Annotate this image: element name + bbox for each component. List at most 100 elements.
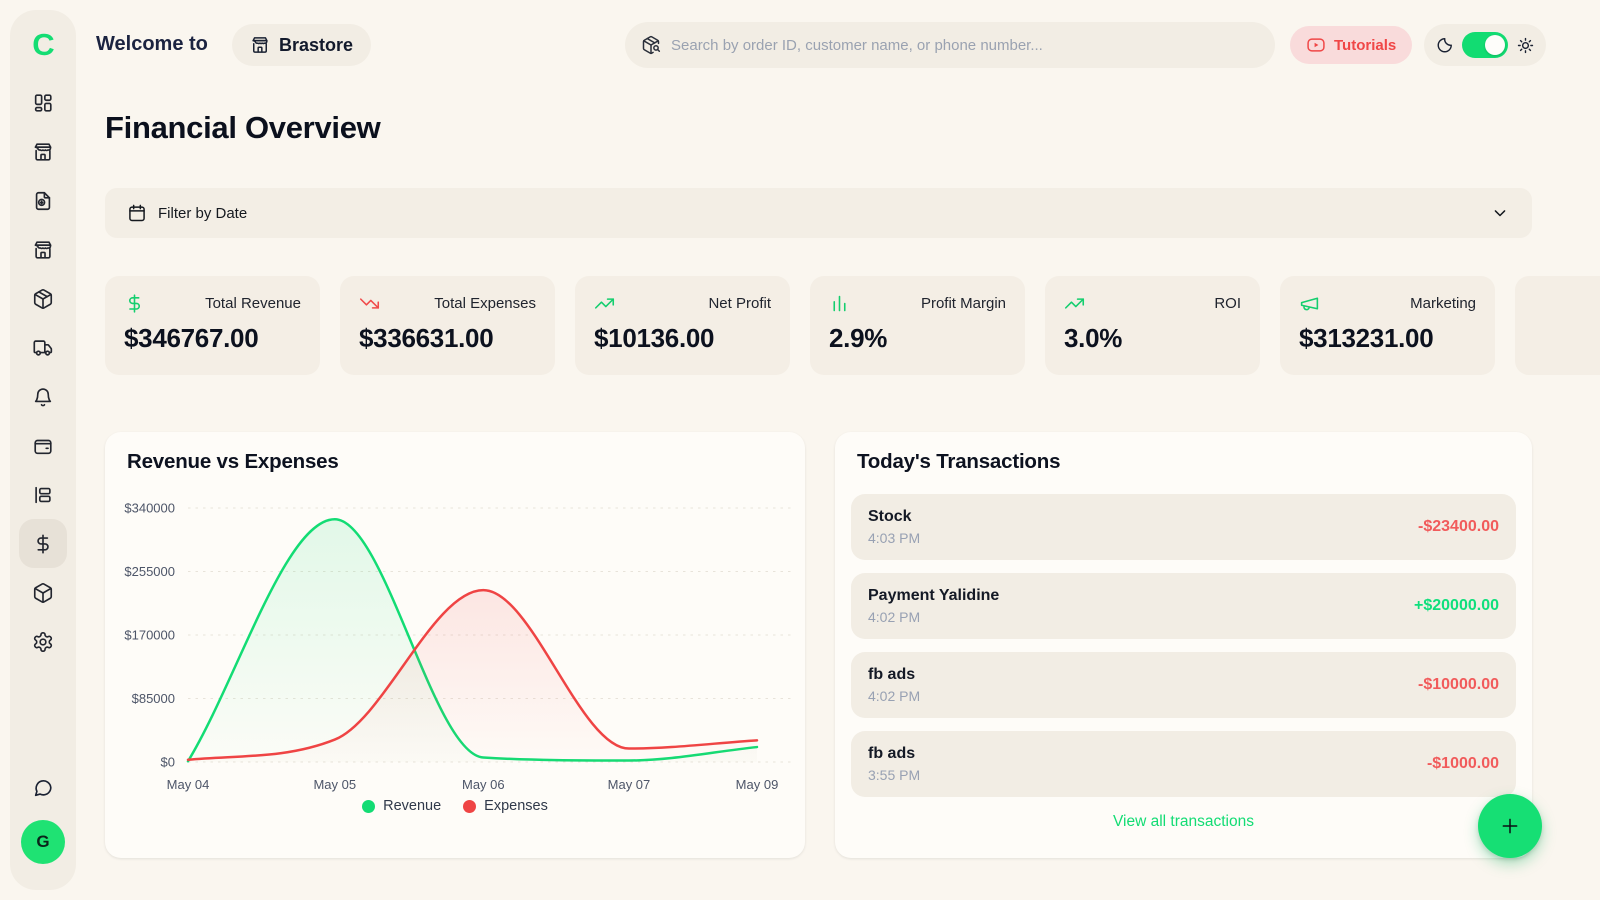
sidebar-item-bell[interactable] [19, 372, 67, 421]
sidebar: C G [10, 10, 76, 890]
trending-up-icon [594, 293, 615, 314]
stat-value: 3.0% [1064, 323, 1123, 353]
legend-item-revenue: Revenue [362, 798, 441, 814]
sidebar-item-file-import[interactable] [19, 176, 67, 225]
sidebar-item-truck[interactable] [19, 323, 67, 372]
theme-switch[interactable] [1462, 32, 1508, 58]
stat-label: Total Expenses [434, 295, 536, 312]
transaction-info: fb ads 4:02 PM [868, 666, 920, 704]
stat-value: $346767.00 [124, 323, 259, 353]
layout-dashboard-icon [32, 92, 54, 114]
search-bar [625, 22, 1275, 68]
sidebar-item-gear[interactable] [19, 617, 67, 666]
sun-icon[interactable] [1516, 36, 1535, 55]
stat-label: Net Profit [708, 295, 771, 312]
stat-label: ROI [1214, 295, 1241, 312]
storefront-icon [250, 35, 270, 55]
y-tick-label: $85000 [132, 691, 175, 706]
sidebar-item-storefront[interactable] [19, 127, 67, 176]
store-switcher-pill[interactable]: Brastore [232, 24, 372, 66]
stat-card-partial [1515, 276, 1600, 375]
stat-card-total-expenses: Total Expenses $336631.00 [340, 276, 555, 375]
sidebar-nav [19, 78, 67, 666]
wallet-icon [32, 435, 54, 457]
calendar-icon [127, 203, 147, 223]
expenses-line [186, 588, 759, 762]
welcome-text: Welcome to [96, 33, 208, 55]
avatar[interactable]: G [21, 820, 65, 864]
transaction-time: 4:03 PM [868, 530, 921, 546]
transaction-row[interactable]: fb ads 4:02 PM -$10000.00 [851, 652, 1516, 718]
app-logo[interactable]: C [32, 27, 54, 62]
cube-icon [32, 582, 54, 604]
truck-icon [32, 337, 54, 359]
transaction-row[interactable]: Stock 4:03 PM -$23400.00 [851, 494, 1516, 560]
sidebar-item-dollar[interactable] [19, 519, 67, 568]
gear-icon [32, 631, 54, 653]
sidebar-item-layout-dashboard[interactable] [19, 78, 67, 127]
transaction-name: fb ads [868, 666, 916, 683]
sidebar-bottom: G [21, 768, 65, 864]
sidebar-item-wallet[interactable] [19, 421, 67, 470]
theme-toggle-group [1424, 24, 1546, 66]
chevron-down-icon[interactable] [1490, 203, 1510, 223]
transaction-name: Payment Yalidine [868, 587, 1000, 604]
search-input[interactable] [671, 36, 1259, 54]
transaction-info: fb ads 3:55 PM [868, 745, 920, 783]
filter-label: Filter by Date [158, 204, 248, 222]
stat-card-profit-margin: Profit Margin 2.9% [810, 276, 1025, 375]
transaction-amount: +$20000.00 [1414, 597, 1499, 614]
transaction-time: 4:02 PM [868, 609, 921, 625]
sidebar-item-storefront[interactable] [19, 225, 67, 274]
storefront-icon [32, 239, 54, 261]
transaction-time: 4:02 PM [868, 688, 921, 704]
stat-value: 2.9% [829, 323, 888, 353]
youtube-icon [1306, 35, 1326, 55]
chat-bubble-icon[interactable] [23, 768, 63, 808]
stat-card-total-revenue: Total Revenue $346767.00 [105, 276, 320, 375]
revenue-expenses-chart-card: Revenue vs Expenses $0 $85000 $170000 $2550… [105, 432, 805, 858]
transaction-info: Stock 4:03 PM [868, 508, 920, 546]
x-tick-label: May 09 [736, 777, 779, 792]
transaction-amount: -$1000.00 [1426, 755, 1499, 772]
stat-label: Marketing [1410, 295, 1476, 312]
page-title: Financial Overview [105, 110, 381, 145]
transaction-name: fb ads [868, 745, 916, 762]
moon-icon[interactable] [1435, 36, 1454, 55]
trending-up-icon [1064, 293, 1085, 314]
legend-item-expenses: Expenses [463, 798, 548, 814]
file-import-icon [32, 190, 54, 212]
stat-value: $10136.00 [594, 323, 715, 353]
transaction-row[interactable]: Payment Yalidine 4:02 PM +$20000.00 [851, 573, 1516, 639]
view-all-transactions-link[interactable]: View all transactions [1112, 813, 1254, 830]
package-icon [32, 288, 54, 310]
stat-card-roi: ROI 3.0% [1045, 276, 1260, 375]
bell-icon [32, 386, 54, 408]
filter-by-date[interactable]: Filter by Date [105, 188, 1532, 238]
legend-dot [463, 799, 477, 813]
y-tick-label: $0 [161, 755, 175, 770]
transaction-info: Payment Yalidine 4:02 PM [868, 587, 999, 625]
legend-label: Revenue [383, 798, 442, 814]
chart-legend: Revenue Expenses [105, 798, 805, 814]
sidebar-item-package[interactable] [19, 274, 67, 323]
trending-down-icon [359, 293, 380, 314]
legend-dot [362, 799, 376, 813]
dollar-icon [32, 533, 54, 555]
sidebar-item-logs[interactable] [19, 470, 67, 519]
stat-value: $336631.00 [359, 323, 494, 353]
transaction-amount: -$10000.00 [1418, 676, 1499, 693]
transaction-row[interactable]: fb ads 3:55 PM -$1000.00 [851, 731, 1516, 797]
tutorials-label: Tutorials [1334, 36, 1397, 54]
megaphone-icon [1299, 293, 1320, 314]
sidebar-item-cube[interactable] [19, 568, 67, 617]
store-name: Brastore [279, 34, 354, 55]
stat-card-net-profit: Net Profit $10136.00 [575, 276, 790, 375]
x-tick-label: May 06 [462, 777, 505, 792]
transactions-list: Stock 4:03 PM -$23400.00 Payment Yalidine 4:… [851, 494, 1516, 797]
add-button[interactable] [1478, 794, 1542, 858]
y-tick-label: $170000 [124, 628, 175, 643]
chart-title: Revenue vs Expenses [127, 450, 339, 473]
transaction-name: Stock [868, 508, 912, 525]
tutorials-button[interactable]: Tutorials [1290, 26, 1413, 64]
